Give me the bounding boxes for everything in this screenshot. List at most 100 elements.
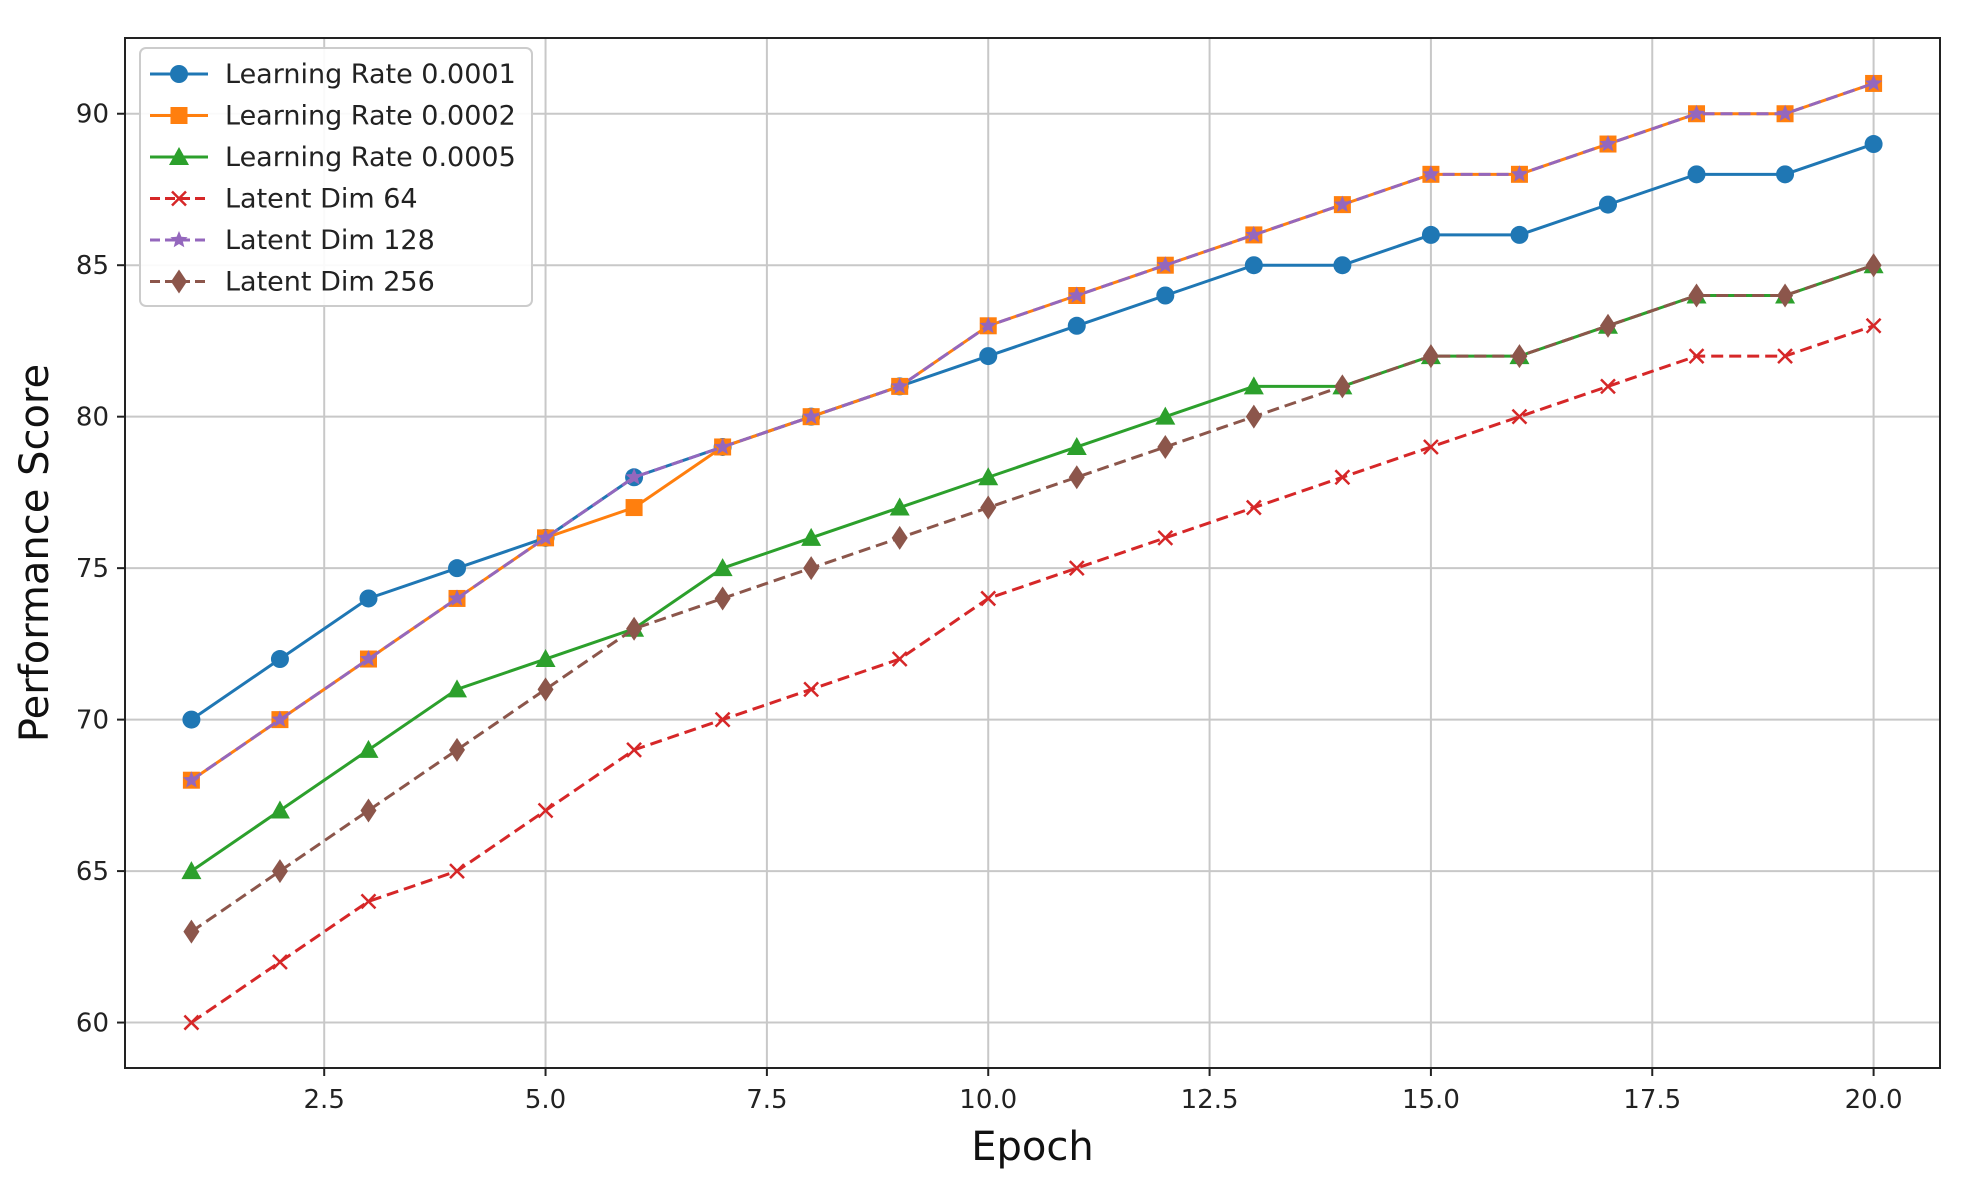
x-tick-label: 12.5 [1181,1085,1239,1115]
x-tick-label: 10.0 [959,1085,1017,1115]
data-point [1688,104,1706,121]
y-tick-label: 85 [76,251,109,281]
data-point [891,651,908,667]
data-point [1776,165,1795,184]
data-point [183,1014,200,1031]
data-point [1068,465,1085,490]
data-point [1333,195,1351,212]
data-point [1865,74,1883,91]
legend-entry: Learning Rate 0.0002 [150,101,516,132]
data-point [1157,529,1174,546]
data-point [1157,434,1174,459]
legend: Learning Rate 0.0001 Learning Rate 0.0002… [139,47,533,307]
data-point [1068,560,1085,577]
data-point [714,586,731,611]
data-point [447,679,468,698]
y-axis-ticks: 60 65 70 75 80 85 90 [76,100,125,1039]
y-tick-label: 80 [76,403,109,433]
legend-label: Latent Dim 128 [225,225,435,256]
data-point [1865,253,1882,278]
data-point [181,861,202,880]
data-point [360,798,377,823]
x-tick-label: 17.5 [1623,1085,1681,1115]
grid-lines [125,38,1940,1068]
data-point [1245,499,1262,516]
data-point [980,590,997,607]
legend-swatch-marker [170,107,188,124]
x-axis-ticks: 2.5 5.0 7.5 10.0 12.5 15.0 17.5 20.0 [304,1068,1903,1115]
x-tick-label: 2.5 [304,1085,345,1115]
legend-entry: Latent Dim 128 [150,225,435,256]
data-point [182,771,200,788]
data-point [979,347,998,366]
y-axis-title: Performance Score [12,364,58,742]
data-point [272,954,288,970]
data-point [1777,348,1793,364]
data-point [1421,225,1440,244]
data-point [1510,225,1529,244]
data-point [1510,165,1528,182]
data-point [714,711,731,728]
data-point [360,893,377,910]
data-point [1333,256,1352,275]
data-point [802,407,820,424]
legend-entry: Latent Dim 256 [150,267,435,298]
x-axis-title: Epoch [971,1124,1093,1170]
data-point [1334,374,1351,399]
data-point [801,527,822,546]
series-line [190,142,1875,721]
data-point [626,616,643,641]
plot-frame [124,37,1941,1069]
legend-entry: Learning Rate 0.0001 [150,59,516,90]
data-point [183,919,200,944]
data-point [448,589,466,606]
data-point [978,467,999,486]
legend-label: Latent Dim 256 [225,267,435,298]
data-point [270,650,289,669]
data-point [537,528,555,546]
legend-entry: Learning Rate 0.0005 [150,142,516,173]
data-point [537,802,554,819]
data-point [1068,286,1086,303]
data-point [1334,469,1351,486]
data-point [1155,406,1176,425]
legend-swatch-marker [171,190,187,207]
y-tick-label: 60 [76,1009,109,1039]
y-tick-label: 75 [76,554,109,584]
data-point [537,677,554,702]
series-line [190,82,1875,782]
data-point [448,559,467,578]
series-line [190,263,1875,873]
data-point [271,859,288,884]
y-tick-label: 90 [76,100,109,130]
legend-label: Learning Rate 0.0001 [225,59,516,90]
data-point [359,589,378,608]
legend-entry: Latent Dim 64 [150,184,418,215]
x-tick-label: 15.0 [1402,1085,1460,1115]
data-point [1245,225,1263,243]
data-point [1687,165,1706,184]
data-point [1422,344,1439,369]
data-point [1511,344,1528,369]
y-tick-label: 65 [76,857,109,887]
legend-label: Learning Rate 0.0002 [225,101,516,132]
data-point [1688,348,1705,364]
legend-label: Latent Dim 64 [225,184,418,215]
data-point [1422,165,1440,182]
x-tick-label: 5.0 [525,1085,566,1115]
data-point [269,800,290,819]
data-point [1864,135,1883,154]
series-circle [182,135,1883,729]
data-point [1688,283,1705,308]
series-diamond [183,253,1882,944]
data-point [803,556,820,581]
data-point [891,377,909,394]
data-point [1066,436,1087,455]
data-point [1777,283,1794,308]
data-point [1243,376,1264,395]
data-point [1511,408,1528,425]
data-point [535,649,556,668]
data-point [271,710,289,727]
series-line [190,324,1875,1024]
